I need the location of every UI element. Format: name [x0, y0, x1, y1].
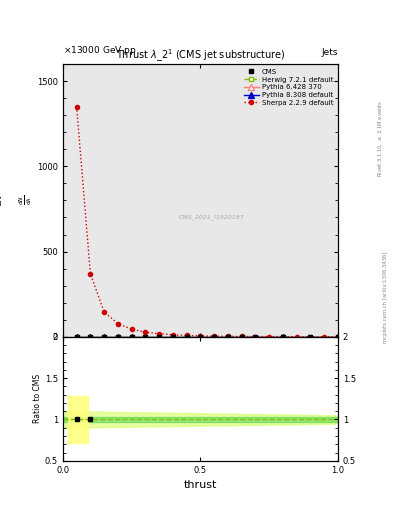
X-axis label: thrust: thrust — [184, 480, 217, 490]
Text: CMS_2021_I1920187: CMS_2021_I1920187 — [178, 214, 244, 220]
Bar — [63, 417, 338, 421]
Y-axis label: $\mathrm{1}$
$\overline{\mathrm{d}N}$

$\frac{\mathrm{d}N}{\mathrm{d}\lambda}$: $\mathrm{1}$ $\overline{\mathrm{d}N}$ $\… — [0, 194, 34, 207]
Text: Jets: Jets — [321, 48, 338, 57]
Text: Rivet 3.1.10, $\geq$ 3.1M events: Rivet 3.1.10, $\geq$ 3.1M events — [376, 100, 384, 177]
Text: mcplots.cern.ch [arXiv:1306.3436]: mcplots.cern.ch [arXiv:1306.3436] — [383, 251, 387, 343]
Legend: CMS, Herwig 7.2.1 default, Pythia 6.428 370, Pythia 8.308 default, Sherpa 2.2.9 : CMS, Herwig 7.2.1 default, Pythia 6.428 … — [242, 68, 334, 107]
Text: $\times$13000 GeV pp: $\times$13000 GeV pp — [63, 45, 136, 57]
Title: Thrust $\lambda\_2^1$ (CMS jet substructure): Thrust $\lambda\_2^1$ (CMS jet substruct… — [116, 48, 285, 64]
Y-axis label: Ratio to CMS: Ratio to CMS — [33, 374, 42, 423]
